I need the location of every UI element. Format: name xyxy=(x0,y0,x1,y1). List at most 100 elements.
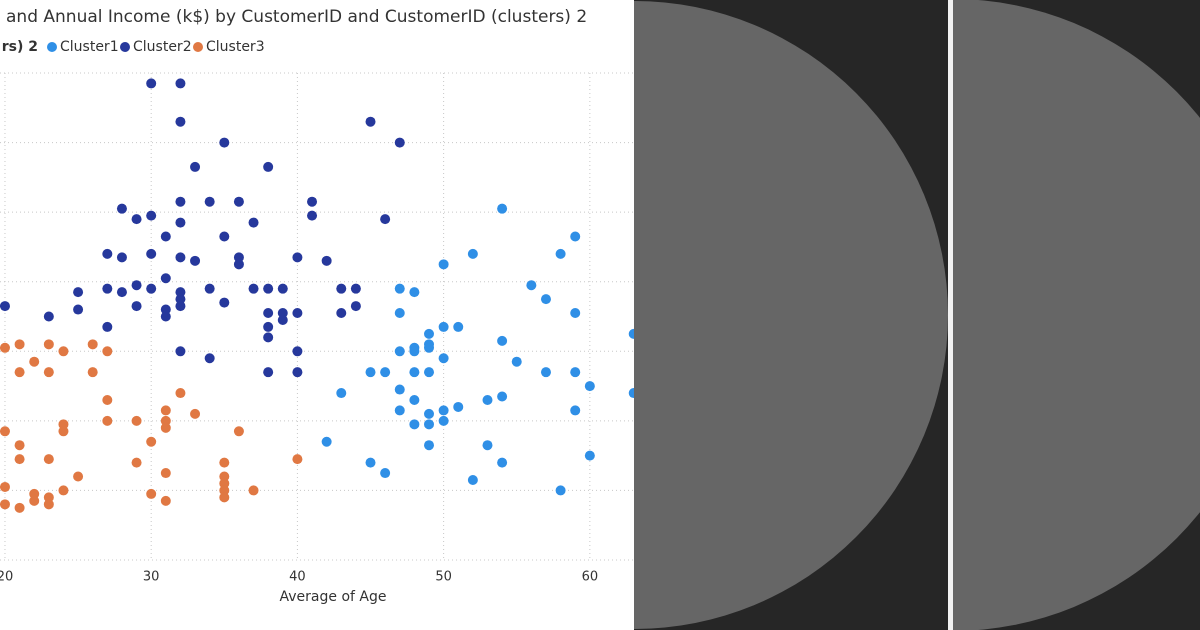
point xyxy=(116,252,127,263)
point xyxy=(131,457,142,468)
point xyxy=(58,419,69,430)
legend-label: Cluster2 xyxy=(133,39,192,55)
point xyxy=(336,283,347,294)
point xyxy=(409,419,420,430)
point xyxy=(248,217,259,228)
point xyxy=(146,488,157,499)
point xyxy=(380,214,391,225)
point xyxy=(131,214,142,225)
legend-label: Cluster3 xyxy=(206,39,265,55)
point xyxy=(102,283,113,294)
point xyxy=(58,426,69,437)
legend-title: rs) 2 xyxy=(2,39,38,55)
point xyxy=(380,367,391,378)
point xyxy=(350,301,361,312)
point xyxy=(131,301,142,312)
point xyxy=(292,252,303,263)
point xyxy=(14,339,25,350)
point xyxy=(438,259,449,270)
point xyxy=(570,231,581,242)
point xyxy=(146,248,157,259)
point xyxy=(43,311,54,322)
point xyxy=(394,346,405,357)
point xyxy=(424,367,435,378)
point xyxy=(438,321,449,332)
point xyxy=(365,457,376,468)
point xyxy=(43,454,54,465)
point xyxy=(424,440,435,451)
point xyxy=(277,314,288,325)
point xyxy=(380,468,391,479)
point xyxy=(219,471,230,482)
point xyxy=(14,454,25,465)
point xyxy=(29,488,40,499)
point xyxy=(102,321,113,332)
point xyxy=(116,287,127,298)
point xyxy=(43,492,54,503)
point xyxy=(175,217,186,228)
point xyxy=(424,328,435,339)
point xyxy=(160,311,171,322)
x-tick-label: 30 xyxy=(143,570,160,585)
point xyxy=(160,231,171,242)
point xyxy=(0,342,10,353)
point xyxy=(438,353,449,364)
point xyxy=(131,280,142,291)
point xyxy=(146,78,157,89)
point xyxy=(0,499,10,510)
point xyxy=(263,161,274,172)
point xyxy=(409,394,420,405)
point xyxy=(160,495,171,506)
point xyxy=(0,301,10,312)
point xyxy=(233,426,244,437)
point xyxy=(584,450,595,461)
point xyxy=(14,440,25,451)
point xyxy=(497,391,508,402)
point xyxy=(394,308,405,319)
point xyxy=(263,283,274,294)
point xyxy=(190,408,201,419)
point xyxy=(292,308,303,319)
point xyxy=(146,283,157,294)
point xyxy=(438,405,449,416)
point xyxy=(160,273,171,284)
point xyxy=(87,339,98,350)
point xyxy=(482,440,493,451)
point xyxy=(570,308,581,319)
point xyxy=(160,405,171,416)
point xyxy=(175,346,186,357)
point xyxy=(43,339,54,350)
x-tick-label: 60 xyxy=(582,570,599,585)
point xyxy=(73,304,84,315)
point xyxy=(555,485,566,496)
point xyxy=(219,492,230,503)
point xyxy=(160,415,171,426)
chart-title: and Annual Income (k$) by CustomerID and… xyxy=(6,7,587,27)
point xyxy=(29,495,40,506)
point xyxy=(263,308,274,319)
point xyxy=(14,367,25,378)
x-tick-label: 40 xyxy=(289,570,306,585)
point xyxy=(394,384,405,395)
point xyxy=(409,346,420,357)
point xyxy=(204,353,215,364)
point xyxy=(555,248,566,259)
point xyxy=(292,367,303,378)
point xyxy=(526,280,537,291)
legend-marker xyxy=(47,42,57,52)
point xyxy=(233,252,244,263)
point xyxy=(175,287,186,298)
point xyxy=(263,367,274,378)
point xyxy=(292,454,303,465)
point xyxy=(0,481,10,492)
point xyxy=(394,405,405,416)
point xyxy=(248,283,259,294)
point xyxy=(160,468,171,479)
legend-label: Cluster1 xyxy=(60,39,119,55)
point xyxy=(424,342,435,353)
point xyxy=(58,485,69,496)
point xyxy=(146,436,157,447)
point xyxy=(175,388,186,399)
point xyxy=(497,457,508,468)
